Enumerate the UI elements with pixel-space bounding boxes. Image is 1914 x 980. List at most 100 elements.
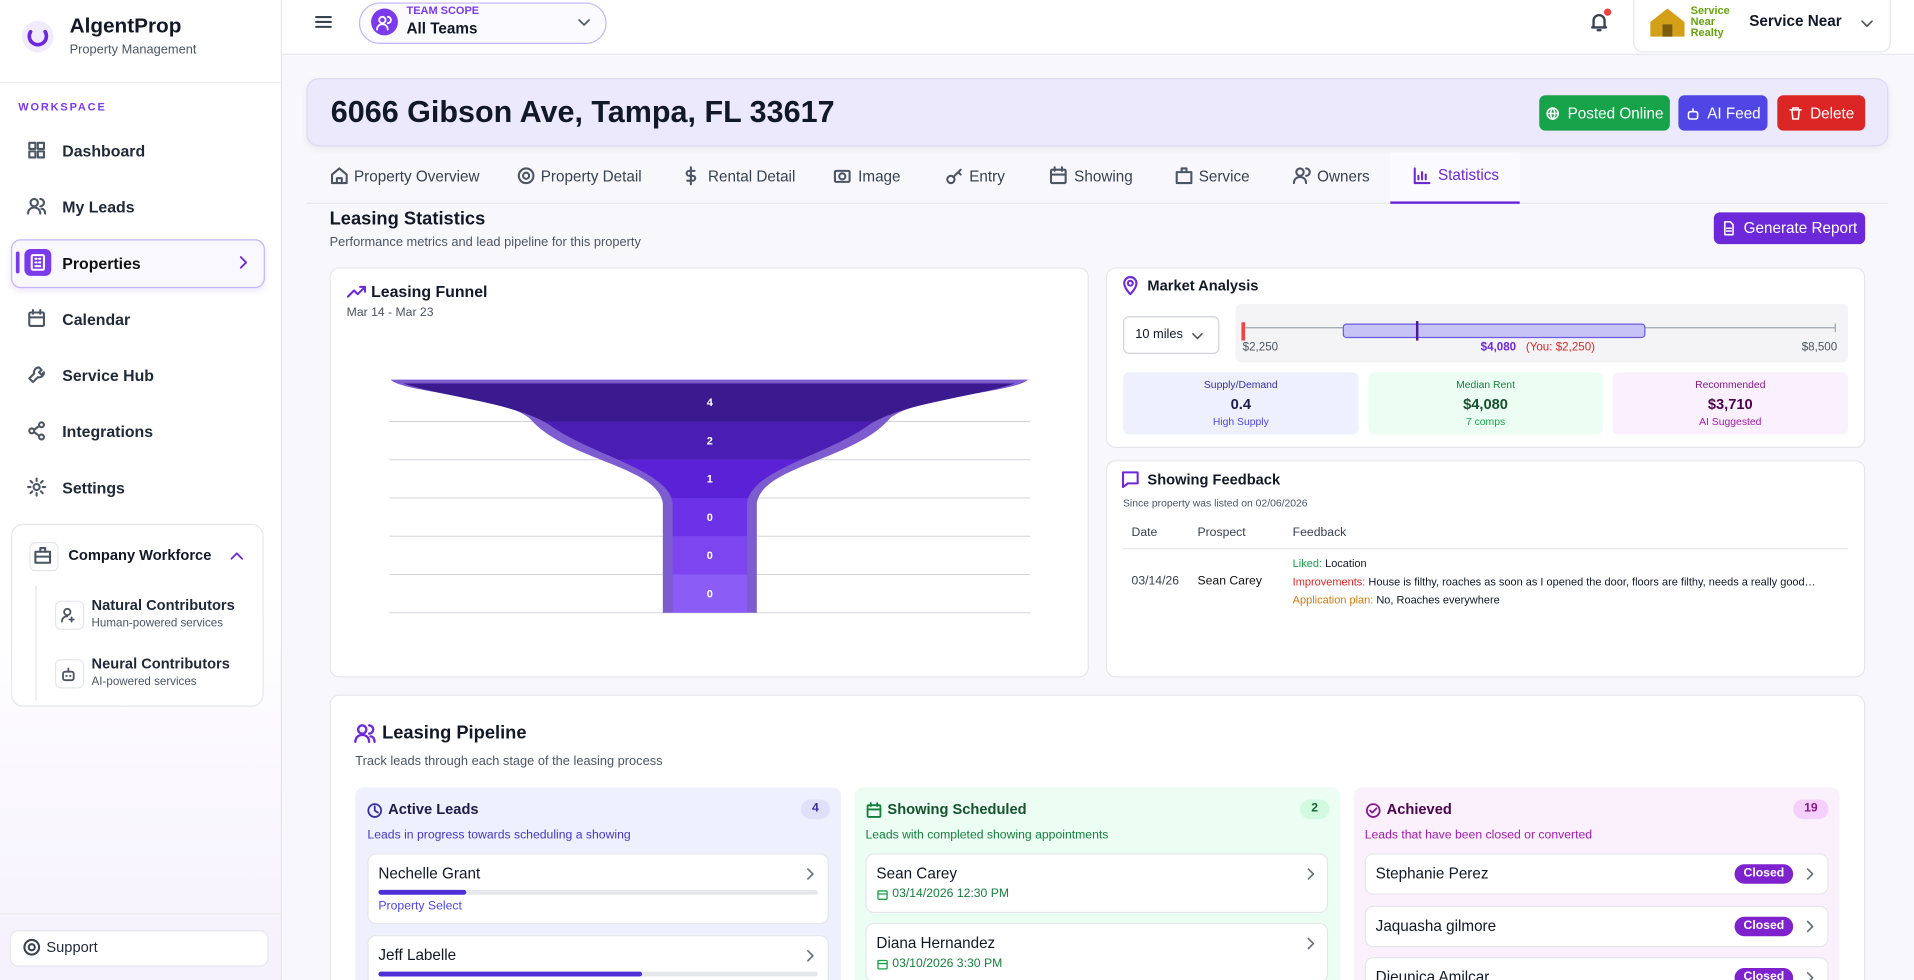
metric-value: $4,080 (1463, 395, 1508, 413)
tab[interactable]: Entry (969, 167, 1005, 185)
icon[interactable] (1588, 11, 1610, 33)
shape (367, 803, 383, 818)
workforce-item[interactable]: Natural Contributors (91, 596, 235, 614)
lead-card[interactable] (865, 922, 1329, 980)
shape (61, 615, 75, 623)
icon (367, 803, 383, 818)
icon (30, 254, 45, 271)
shape (346, 285, 367, 298)
shape (0, 913, 281, 915)
lead-name: Stephanie Perez (1375, 864, 1489, 882)
shape (354, 724, 376, 744)
stage-title: Achieved (1386, 800, 1452, 818)
shape (1546, 106, 1560, 120)
nav-item-active[interactable]: Properties (62, 254, 141, 273)
delete-button[interactable]: Delete (1777, 95, 1866, 131)
shape (15, 251, 20, 274)
shape (230, 552, 244, 560)
workforce-sub: Human-powered services (91, 616, 224, 631)
nav-item[interactable]: Settings (62, 478, 125, 498)
funnel-value: 1 (707, 474, 713, 486)
support-button[interactable] (9, 930, 269, 967)
lead-name: Diana Hernandez (876, 934, 996, 952)
icon (28, 309, 45, 327)
funnel-chart: 4 2 1 0 0 0 (389, 379, 1031, 614)
lead-card[interactable] (1364, 956, 1829, 980)
shape (34, 257, 42, 268)
icon (34, 547, 52, 564)
tab[interactable]: Owners (1317, 167, 1370, 185)
shape: Improvements: House is filthy, roaches a… (1293, 576, 1816, 589)
tab[interactable]: Image (858, 167, 901, 185)
section-title: Leasing Statistics (329, 208, 486, 230)
icon (1806, 920, 1814, 933)
tab[interactable]: Showing (1074, 167, 1133, 185)
shape (378, 15, 387, 25)
nav-item[interactable]: Calendar (62, 310, 131, 329)
icon (807, 949, 814, 962)
shape (517, 167, 535, 185)
workforce-sub: AI-powered services (91, 675, 197, 689)
funnel-value: 0 (707, 588, 713, 600)
shape (21, 20, 54, 53)
lead-progress (378, 889, 467, 895)
column-header: Feedback (1292, 526, 1347, 540)
liked-label: Liked: (1292, 557, 1323, 570)
lead-card[interactable] (1364, 905, 1829, 948)
shape (36, 150, 45, 159)
shape (38, 421, 45, 429)
logo-text: Service (1690, 4, 1730, 17)
icon (807, 868, 814, 880)
funnel-value: 2 (707, 435, 713, 447)
shape (24, 249, 52, 276)
radius-select[interactable] (1123, 316, 1220, 354)
shape (376, 15, 392, 31)
shape (30, 254, 45, 271)
logo-text: Realty (1690, 26, 1724, 39)
posted-online-button[interactable]: Posted Online (1539, 95, 1670, 131)
tab[interactable]: Property Overview (353, 167, 480, 185)
shape (1806, 971, 1814, 980)
scope-value: All Teams (406, 20, 478, 38)
shape (28, 427, 36, 435)
nav-item[interactable]: Service Hub (62, 366, 154, 385)
shape (239, 256, 248, 269)
tab[interactable]: Rental Detail (707, 167, 796, 185)
generate-report-button[interactable]: Generate Report (1713, 212, 1866, 245)
shape (522, 171, 531, 180)
showing-time: 03/14/2026 12:30 PM (892, 887, 1010, 901)
shape (1806, 920, 1814, 933)
team-scope[interactable] (358, 2, 607, 44)
icon[interactable] (314, 12, 334, 32)
shape: Liked: Location (1293, 557, 1367, 570)
nav-item[interactable]: My Leads (62, 197, 135, 217)
nav-item[interactable]: Integrations (62, 422, 154, 441)
tab[interactable]: Property Detail (540, 167, 642, 185)
stage-desc: Leads in progress towards scheduling a s… (367, 828, 631, 843)
funnel-title: Leasing Funnel (371, 282, 488, 301)
nav-item[interactable]: Dashboard (62, 141, 146, 161)
tab[interactable]: Service (1198, 167, 1250, 185)
section-subtitle: Performance metrics and lead pipeline fo… (329, 235, 641, 250)
shape (1591, 14, 1608, 32)
workforce-item[interactable]: Neural Contributors (91, 655, 230, 673)
icon (1192, 333, 1203, 340)
icon (517, 167, 535, 185)
workforce-card (10, 523, 264, 707)
comp-range (1342, 323, 1646, 339)
shape (356, 724, 368, 735)
feedback-date: 03/14/26 (1131, 574, 1180, 589)
icon (877, 959, 888, 970)
icon (866, 802, 882, 818)
icon (1292, 167, 1311, 185)
tab-active[interactable]: Statistics (1437, 166, 1499, 184)
lead-card[interactable] (367, 853, 829, 925)
workforce-title[interactable]: Company Workforce (68, 546, 212, 564)
stage-count: 19 (1793, 799, 1829, 820)
lead-card[interactable] (865, 853, 1329, 914)
icon (27, 197, 47, 215)
icon (578, 19, 590, 26)
lead-stage: Property Select (378, 899, 462, 914)
column-header: Prospect (1197, 526, 1246, 540)
ai-feed-button[interactable]: AI Feed (1678, 95, 1768, 131)
